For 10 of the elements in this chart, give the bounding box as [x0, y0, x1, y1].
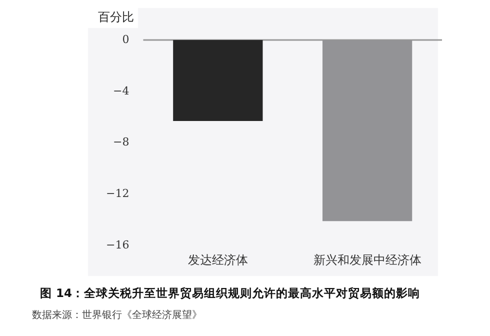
y-tick-label: −12: [106, 187, 130, 200]
y-tick-label: −4: [112, 84, 130, 98]
y-tick-label: −8: [112, 136, 130, 149]
source-note: 数据来源：世界银行《全球经济展望》: [32, 308, 202, 322]
y-axis-title: 百分比: [98, 10, 134, 24]
y-tick-label: −16: [106, 238, 130, 252]
text: 图 14：全球关税升至世界贸易组织规则允许的最高水平对贸易额的影响: [40, 286, 420, 301]
x-tick-label: 新兴和发展中经济体: [313, 252, 422, 267]
x-tick-label: 发达经济体: [188, 252, 248, 267]
y-tick-label: 0: [122, 32, 130, 46]
